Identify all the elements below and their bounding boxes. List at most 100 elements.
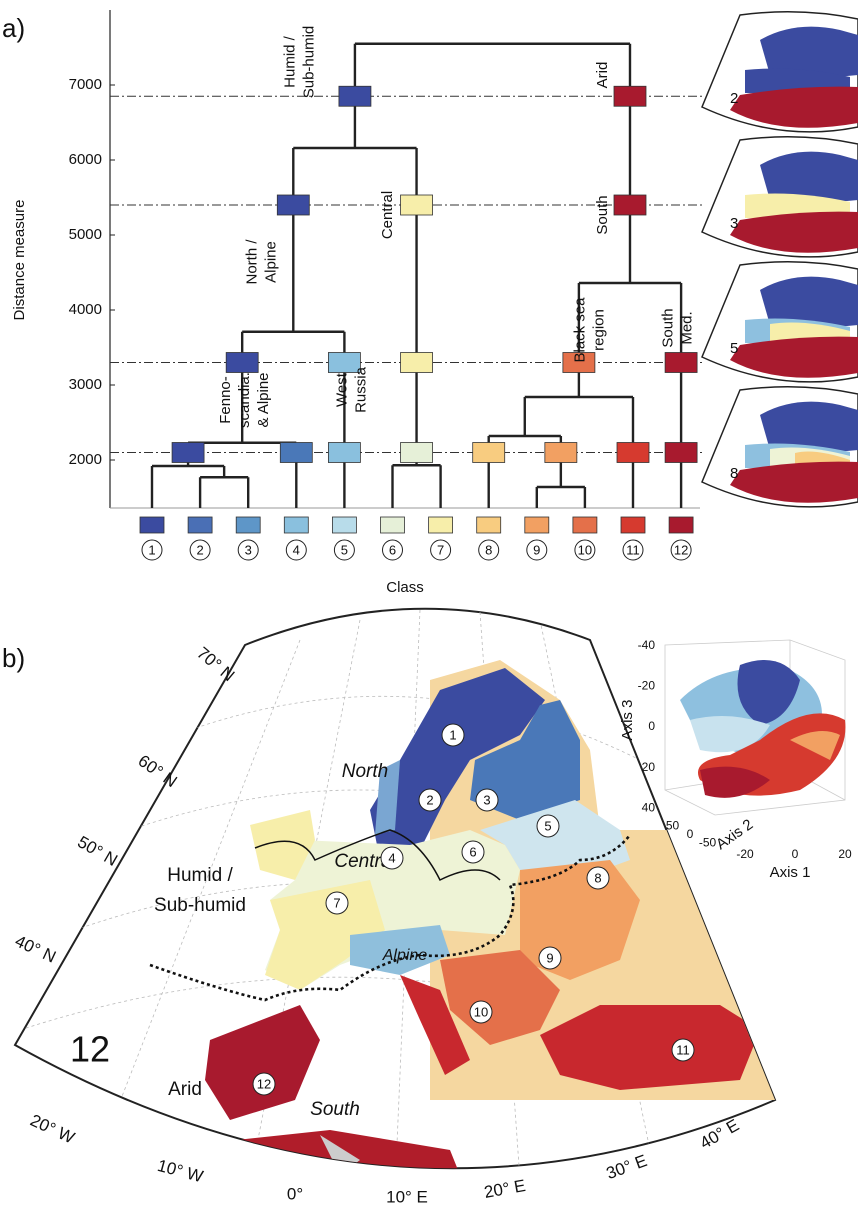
branch-label-line: South [594, 195, 611, 234]
cluster-box [614, 86, 646, 106]
branch-label-text: North /Alpine [243, 239, 279, 285]
axis3-tick-label: 20 [642, 760, 656, 774]
inset-map: 5 [702, 262, 858, 382]
region-label: Arid [168, 1079, 202, 1100]
branch-label-line: Russia [352, 366, 369, 413]
class-count: 12 [70, 1029, 110, 1070]
y-tick-label: 6000 [69, 151, 102, 168]
branch-label: South [594, 195, 611, 234]
class-label: 2 [196, 542, 203, 557]
figure: a) b) Distance measure Class [0, 0, 858, 1208]
branch-label-line: West [333, 372, 350, 407]
cluster-box [339, 86, 371, 106]
longitude-label: 0° [287, 1184, 303, 1203]
cluster-box [226, 353, 258, 373]
panel-label: a) [2, 13, 25, 43]
y-tick-label: 2000 [69, 451, 102, 468]
class-swatch [525, 517, 549, 533]
latitude-label: 50° N [74, 832, 120, 870]
class-swatch [188, 517, 212, 533]
inset-map: 2 [702, 12, 858, 132]
class-label: 6 [389, 542, 396, 557]
class-swatch [284, 517, 308, 533]
axis3-tick-label: 0 [648, 719, 655, 733]
branch-label-line: & Alpine [255, 372, 272, 427]
branch-label-line: Fenno- [217, 376, 234, 424]
region-label: North [342, 761, 388, 782]
cluster-box [665, 443, 697, 463]
class-swatch [381, 517, 405, 533]
axis1-tick-label: 20 [838, 847, 852, 861]
branch-label: North /Alpine [243, 239, 279, 285]
map-class-label: 1 [449, 727, 456, 742]
longitude-label: 10° W [155, 1156, 205, 1186]
cluster-box [545, 443, 577, 463]
branch-label-text: Fenno-scandia.& Alpine [217, 372, 272, 428]
inset-map: 8 [702, 387, 858, 507]
region-label: Alpine [382, 947, 428, 964]
branch-label-line: Humid / [281, 35, 298, 88]
class-swatch [236, 517, 260, 533]
map-class-label: 6 [469, 844, 476, 859]
map-class-label: 3 [483, 792, 490, 807]
branch-label-line: South [659, 308, 676, 347]
inset-map: 3 [702, 137, 858, 257]
class-label: 11 [626, 542, 640, 557]
longitude-label: 30° E [604, 1151, 650, 1183]
latitude-label: 40° N [12, 931, 59, 966]
scatter-inset [665, 640, 845, 815]
axis1-label: Axis 1 [770, 864, 811, 881]
longitude-label: 20° W [27, 1111, 77, 1148]
region-label: Humid / [167, 865, 233, 886]
branch-label: Central [379, 191, 396, 239]
class-label: 12 [674, 542, 688, 557]
map-class-label: 7 [333, 895, 340, 910]
axis1-tick-label: 0 [792, 847, 799, 861]
latitude-label: 60° N [135, 751, 181, 791]
class-label: 3 [245, 542, 252, 557]
y-axis-label: Distance measure [11, 200, 28, 321]
class-swatch [477, 517, 501, 533]
inset-label: 2 [730, 90, 738, 107]
axis1-tick-label: -20 [736, 847, 754, 861]
branch-label-text: Central [379, 191, 396, 239]
cluster-box [328, 443, 360, 463]
map-class-label: 2 [426, 792, 433, 807]
branch-label-line: Alpine [262, 241, 279, 283]
x-axis-label: Class [386, 579, 424, 596]
branch-label-line: North / [243, 239, 260, 285]
panel-label: b) [2, 643, 25, 673]
branch-label-line: Black sea [571, 297, 588, 363]
axis3-tick-label: 40 [642, 800, 656, 814]
region-label: South [310, 1099, 360, 1120]
branch-label-text: South [594, 195, 611, 234]
inset-label: 3 [730, 215, 738, 232]
longitude-label: 10° E [386, 1187, 428, 1206]
branch-label-text: Arid [594, 62, 611, 89]
axis3-tick-label: -20 [638, 679, 656, 693]
branch-label-line: region [590, 309, 607, 351]
axis3-label: Axis 3 [619, 700, 636, 741]
class-swatch [669, 517, 693, 533]
branch-label: Fenno-scandia.& Alpine [217, 372, 272, 428]
region-label: Sub-humid [154, 895, 246, 916]
branch-label-line: Sub-humid [300, 26, 317, 99]
class-swatch [573, 517, 597, 533]
cluster-box [280, 443, 312, 463]
cluster-box [401, 195, 433, 215]
y-tick-label: 5000 [69, 226, 102, 243]
branch-label: Humid /Sub-humid [281, 26, 317, 99]
branch-label-line: Arid [594, 62, 611, 89]
class-label: 10 [578, 542, 592, 557]
y-tick-label: 7000 [69, 76, 102, 93]
inset-label: 8 [730, 465, 738, 482]
class-label: 4 [293, 542, 300, 557]
axis2-tick-label: 50 [666, 819, 680, 833]
class-label: 8 [485, 542, 492, 557]
map-class-label: 10 [474, 1004, 488, 1019]
branch-label: WestRussia [333, 366, 369, 413]
map-class-label: 9 [546, 950, 553, 965]
branch-label-line: Med. [678, 311, 695, 344]
inset-label: 5 [730, 340, 738, 357]
